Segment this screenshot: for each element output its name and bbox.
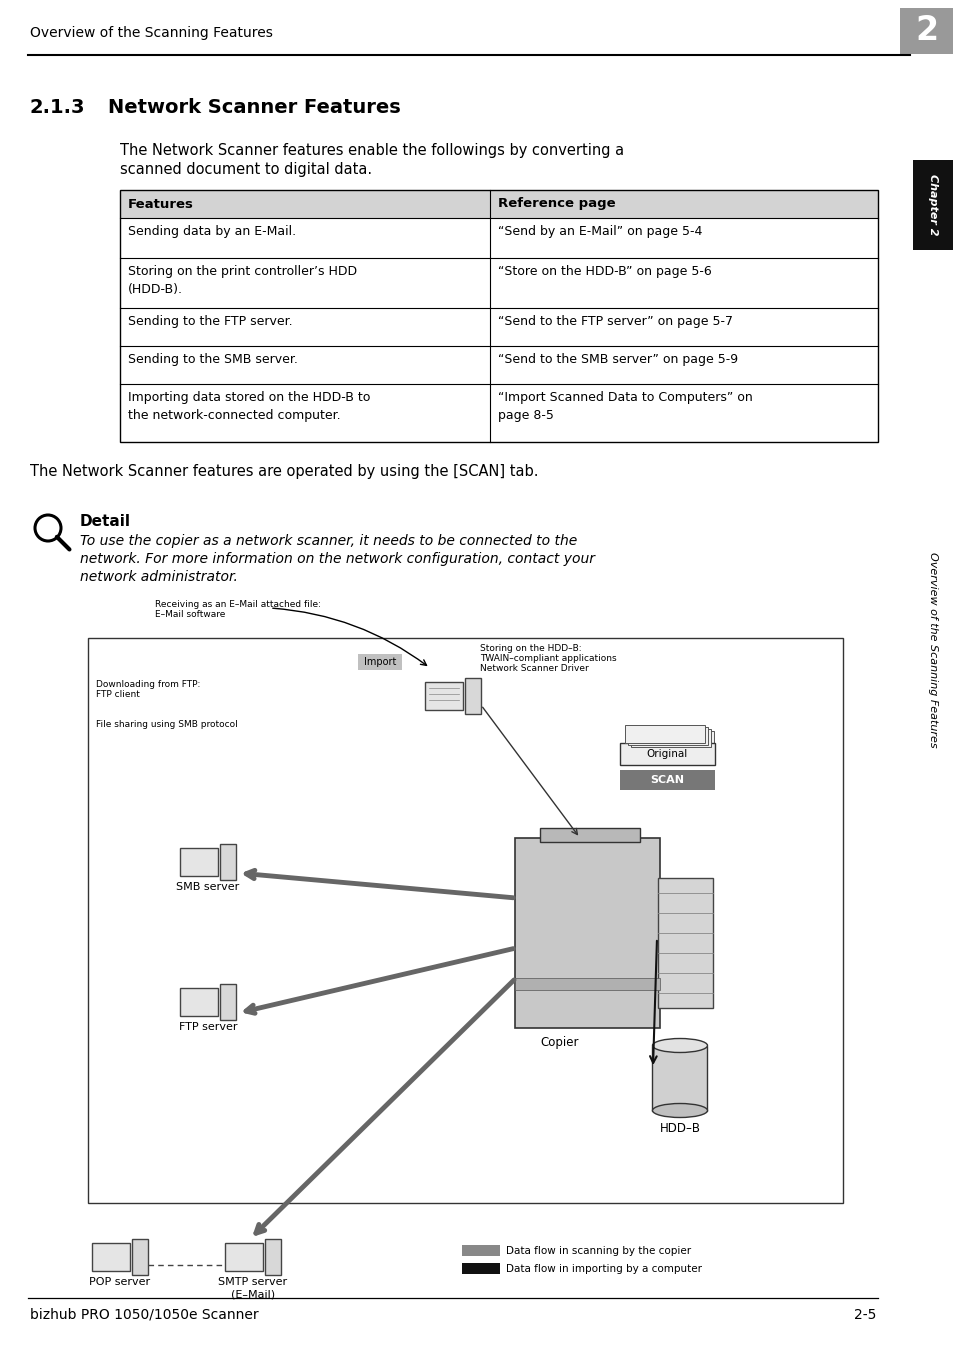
Text: “Send by an E-Mail” on page 5-4: “Send by an E-Mail” on page 5-4 xyxy=(497,224,701,238)
Bar xyxy=(225,1242,263,1271)
Bar xyxy=(464,677,480,714)
Bar xyxy=(652,1045,707,1110)
Text: “Import Scanned Data to Computers” on
page 8-5: “Import Scanned Data to Computers” on pa… xyxy=(497,391,752,422)
Text: HDD–B: HDD–B xyxy=(659,1122,700,1136)
Bar xyxy=(180,848,218,876)
Text: FTP client: FTP client xyxy=(96,690,140,699)
Text: Features: Features xyxy=(128,197,193,211)
Text: Importing data stored on the HDD-B to
the network-connected computer.: Importing data stored on the HDD-B to th… xyxy=(128,391,370,422)
Bar xyxy=(220,844,235,880)
Text: Data flow in scanning by the copier: Data flow in scanning by the copier xyxy=(505,1245,690,1256)
Text: SMTP server
(E–Mail): SMTP server (E–Mail) xyxy=(218,1278,287,1299)
Text: Network Scanner Driver: Network Scanner Driver xyxy=(479,664,588,673)
Bar xyxy=(88,638,842,1203)
Bar xyxy=(658,877,712,1009)
Bar xyxy=(624,725,704,744)
Bar xyxy=(265,1238,281,1275)
Text: 2: 2 xyxy=(915,15,938,47)
Text: 2-5: 2-5 xyxy=(853,1307,875,1322)
Text: Import: Import xyxy=(363,657,395,667)
Bar xyxy=(912,160,953,250)
Text: Receiving as an E–Mail attached file:: Receiving as an E–Mail attached file: xyxy=(154,600,320,608)
Text: POP server: POP server xyxy=(90,1278,151,1287)
Bar xyxy=(630,729,710,748)
Bar xyxy=(619,771,714,790)
Text: Sending data by an E-Mail.: Sending data by an E-Mail. xyxy=(128,224,295,238)
Bar xyxy=(515,838,659,1028)
Bar xyxy=(91,1242,130,1271)
Bar xyxy=(634,731,713,749)
Text: Overview of the Scanning Features: Overview of the Scanning Features xyxy=(30,26,273,41)
Bar xyxy=(120,191,877,442)
Text: “Send to the SMB server” on page 5-9: “Send to the SMB server” on page 5-9 xyxy=(497,353,738,366)
Text: The Network Scanner features enable the followings by converting a: The Network Scanner features enable the … xyxy=(120,143,623,158)
Text: E–Mail software: E–Mail software xyxy=(154,610,225,619)
Text: 2.1.3: 2.1.3 xyxy=(30,97,86,118)
Bar xyxy=(899,8,953,54)
Text: scanned document to digital data.: scanned document to digital data. xyxy=(120,162,372,177)
Text: Network Scanner Features: Network Scanner Features xyxy=(108,97,400,118)
Bar xyxy=(120,191,877,218)
Bar xyxy=(180,988,218,1015)
Text: FTP server: FTP server xyxy=(178,1022,237,1032)
Bar xyxy=(357,654,401,671)
Text: TWAIN–compliant applications: TWAIN–compliant applications xyxy=(479,654,616,662)
Text: Data flow in importing by a computer: Data flow in importing by a computer xyxy=(505,1264,701,1274)
Text: Chapter 2: Chapter 2 xyxy=(927,174,938,235)
Text: “Store on the HDD-B” on page 5-6: “Store on the HDD-B” on page 5-6 xyxy=(497,265,711,279)
Text: Copier: Copier xyxy=(540,1036,578,1049)
Text: Sending to the SMB server.: Sending to the SMB server. xyxy=(128,353,297,366)
Text: SMB server: SMB server xyxy=(176,882,239,892)
Text: Storing on the HDD–B:: Storing on the HDD–B: xyxy=(479,644,581,653)
Text: “Send to the FTP server” on page 5-7: “Send to the FTP server” on page 5-7 xyxy=(497,315,732,329)
Bar xyxy=(515,977,659,990)
Bar xyxy=(424,681,462,710)
Text: bizhub PRO 1050/1050e Scanner: bizhub PRO 1050/1050e Scanner xyxy=(30,1307,258,1322)
Text: To use the copier as a network scanner, it needs to be connected to the: To use the copier as a network scanner, … xyxy=(80,534,577,548)
Text: Overview of the Scanning Features: Overview of the Scanning Features xyxy=(927,552,938,748)
Text: Reference page: Reference page xyxy=(497,197,615,211)
Bar xyxy=(539,827,639,842)
Text: SCAN: SCAN xyxy=(649,775,683,786)
Bar xyxy=(627,727,707,745)
Text: The Network Scanner features are operated by using the [SCAN] tab.: The Network Scanner features are operate… xyxy=(30,464,537,479)
Text: network administrator.: network administrator. xyxy=(80,571,237,584)
Text: Storing on the print controller’s HDD
(HDD-B).: Storing on the print controller’s HDD (H… xyxy=(128,265,356,296)
Bar xyxy=(461,1245,499,1256)
Text: File sharing using SMB protocol: File sharing using SMB protocol xyxy=(96,721,237,729)
Text: Detail: Detail xyxy=(80,514,131,529)
Text: Original: Original xyxy=(646,749,687,758)
Bar xyxy=(461,1263,499,1274)
Text: Downloading from FTP:: Downloading from FTP: xyxy=(96,680,200,690)
Bar xyxy=(220,984,235,1019)
Text: network. For more information on the network configuration, contact your: network. For more information on the net… xyxy=(80,552,595,566)
Bar xyxy=(132,1238,148,1275)
Text: Sending to the FTP server.: Sending to the FTP server. xyxy=(128,315,293,329)
Ellipse shape xyxy=(652,1038,707,1052)
Ellipse shape xyxy=(652,1103,707,1118)
Bar xyxy=(619,744,714,765)
